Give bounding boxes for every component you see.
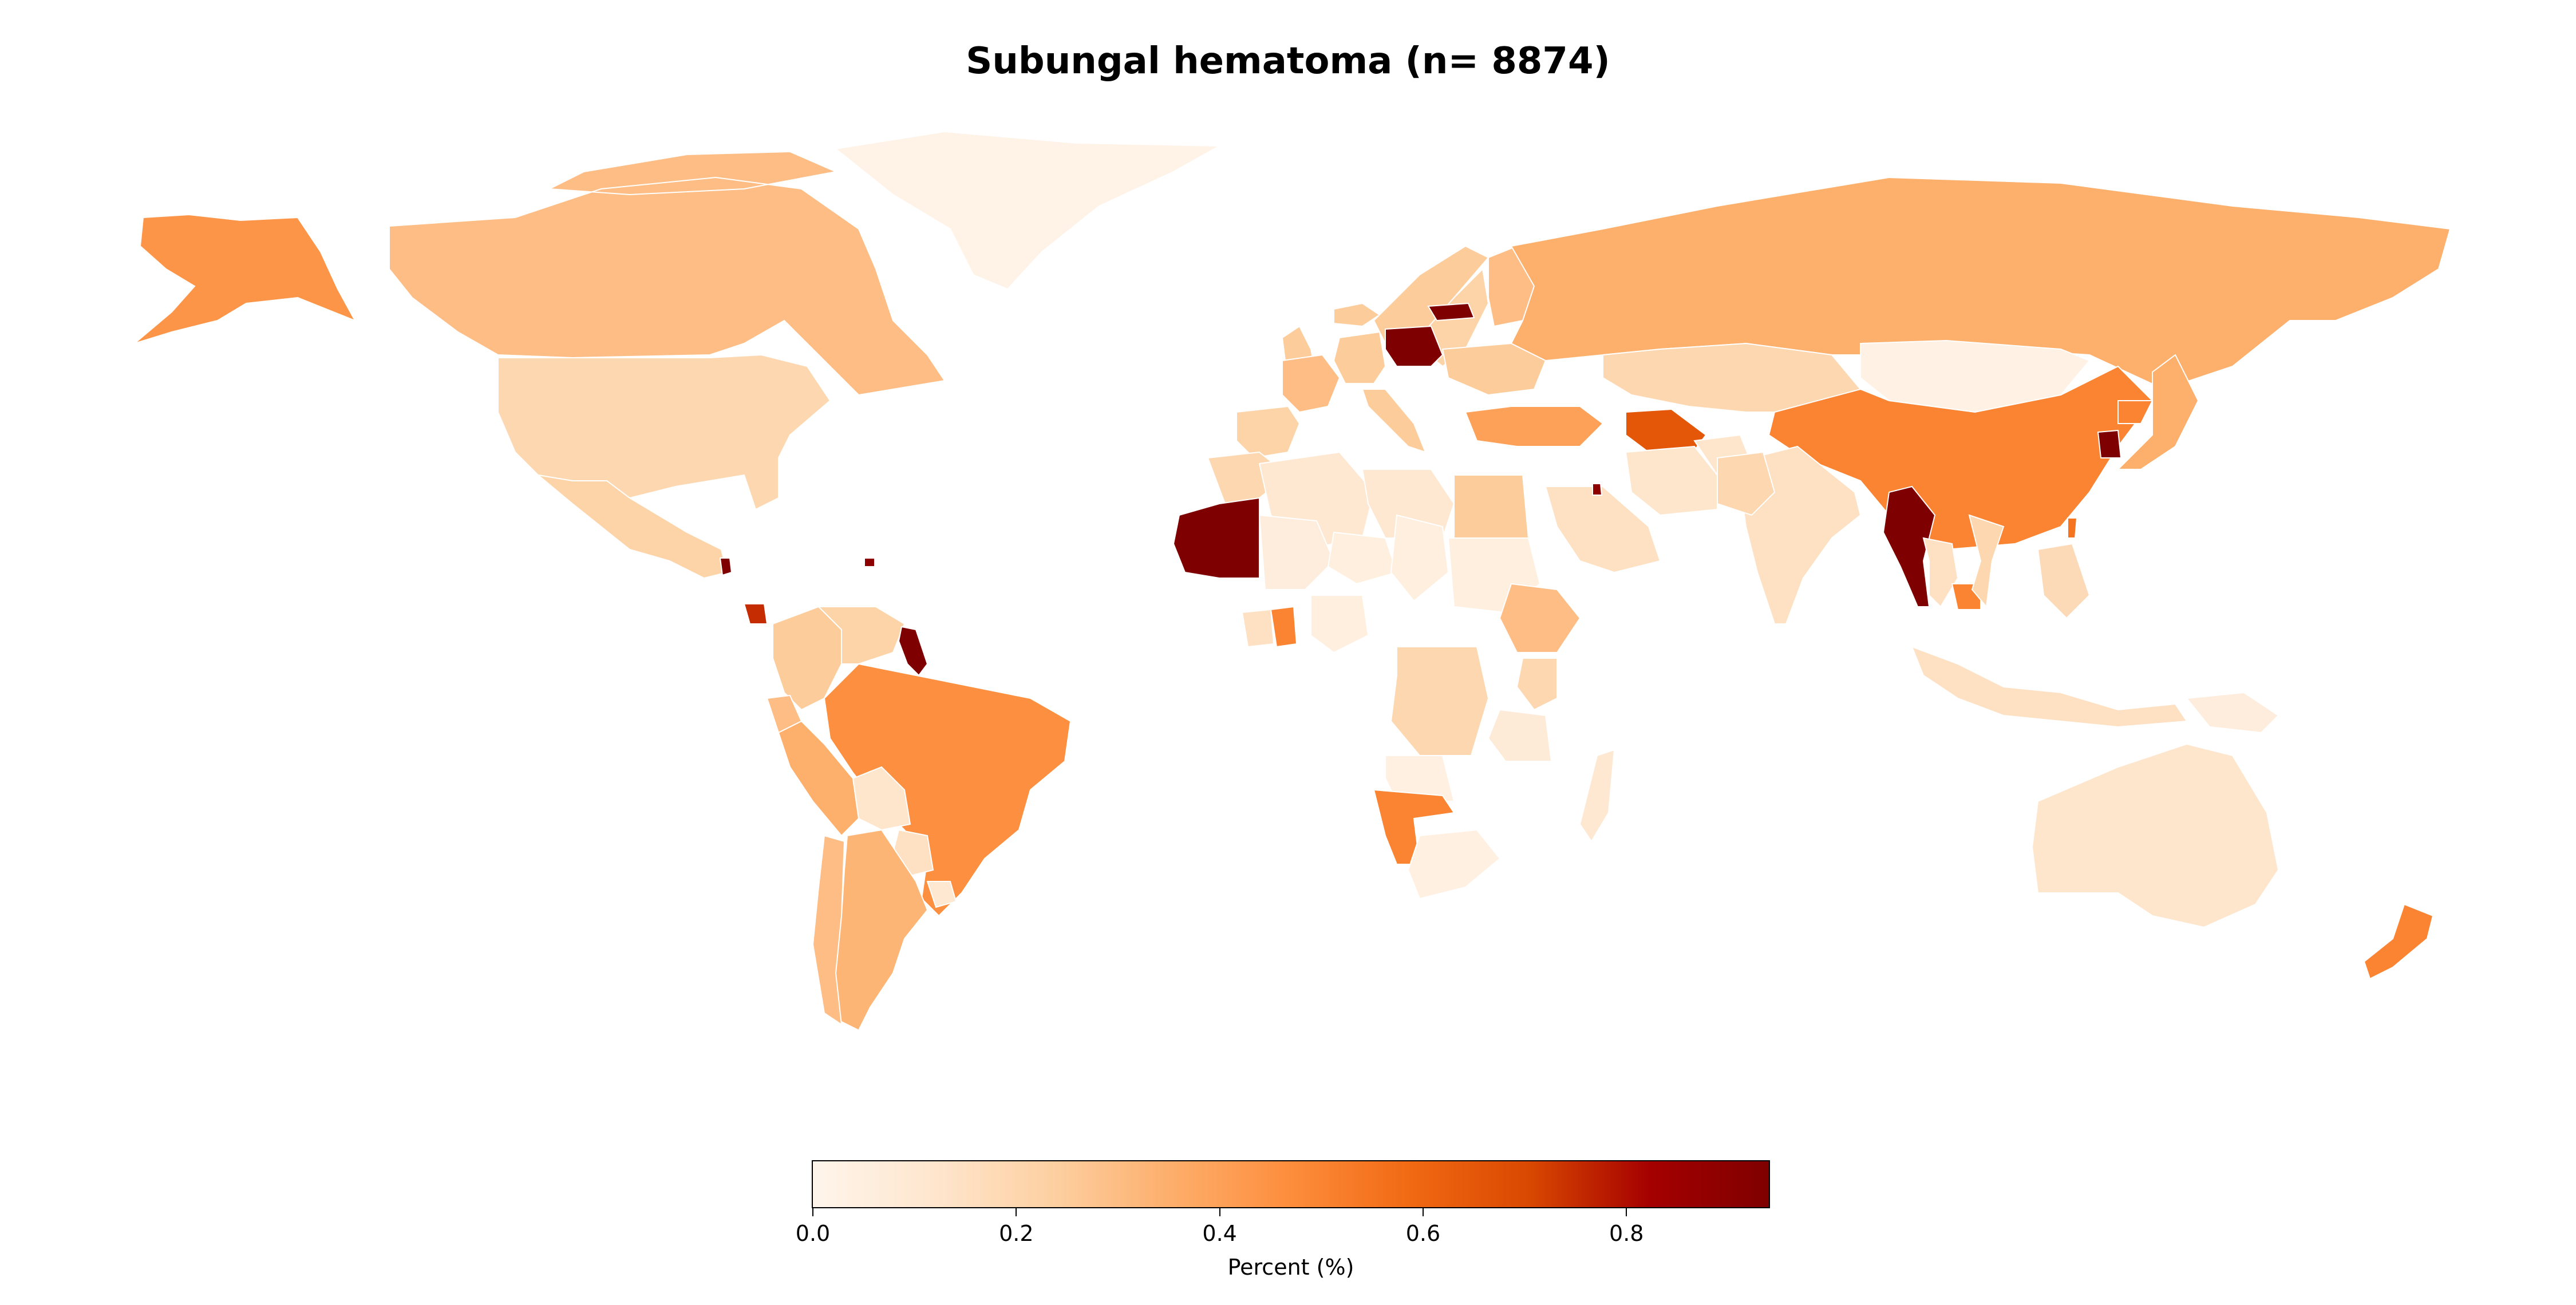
country-japan — [2116, 354, 2199, 470]
country-new-zealand — [2363, 903, 2434, 980]
country-dominican-republic — [864, 557, 875, 567]
country-egypt — [1453, 474, 1530, 539]
country-united-states — [497, 354, 831, 511]
country-france — [1282, 354, 1341, 413]
country-c-te-d-ivoire — [1241, 608, 1275, 648]
country-vietnam — [1968, 514, 2005, 608]
country-guyana — [898, 626, 929, 677]
country-iceland — [1333, 302, 1381, 327]
colorbar-tick-label: 0.6 — [1405, 1221, 1441, 1246]
country-mauritania — [1172, 497, 1260, 579]
country-indonesia — [1911, 646, 2188, 728]
country-spain — [1236, 405, 1301, 459]
country-thailand — [1922, 537, 1959, 608]
country-north-korea — [2117, 400, 2154, 424]
country-poland — [1385, 325, 1444, 367]
country-chad — [1390, 514, 1449, 602]
colorbar-tick — [1219, 1208, 1220, 1216]
country-greenland — [834, 130, 1222, 290]
country-dr-congo — [1390, 646, 1490, 756]
country-ethiopia — [1499, 583, 1581, 653]
country-madagascar — [1579, 749, 1615, 843]
country-canada — [389, 151, 946, 396]
country-venezuela — [817, 606, 906, 665]
country-taiwan — [2067, 517, 2078, 539]
colorbar-tick — [812, 1208, 813, 1216]
country-saudi-arabia — [1544, 486, 1661, 574]
country-germany — [1333, 331, 1386, 384]
country-uruguay — [926, 881, 957, 908]
country-pakistan — [1717, 451, 1776, 516]
country-myanmar — [1882, 485, 1936, 607]
country-nigeria — [1310, 595, 1369, 654]
colorbar-label: Percent (%) — [1227, 1255, 1354, 1280]
country-costa-rica — [743, 603, 768, 624]
colorbar-tick — [1626, 1208, 1627, 1216]
country-layer — [134, 130, 2451, 1031]
country-bolivia — [852, 766, 911, 831]
country-south-africa — [1407, 829, 1501, 900]
country-australia — [2031, 743, 2279, 928]
country-philippines — [2037, 543, 2091, 619]
country-alaska — [134, 213, 357, 344]
country-guatemala — [719, 557, 733, 576]
colorbar-tick-label: 0.0 — [795, 1221, 831, 1246]
colorbar-tick-label: 0.4 — [1202, 1221, 1237, 1246]
country-italy — [1361, 389, 1427, 453]
country-papua-new-guinea — [2186, 691, 2279, 734]
country-turkey — [1464, 406, 1604, 447]
country-kenya — [1516, 658, 1558, 711]
map-title: Subungal hematoma (n= 8874) — [966, 40, 1610, 82]
country-niger — [1327, 531, 1398, 585]
country-china — [1768, 365, 2154, 551]
country-tanzania — [1487, 709, 1552, 762]
country-russia — [1510, 176, 2451, 390]
colorbar-tick-label: 0.2 — [999, 1221, 1034, 1246]
country-mali — [1258, 514, 1335, 590]
colorbar-tick-label: 0.8 — [1609, 1221, 1644, 1246]
country-south-korea — [2097, 429, 2122, 458]
colorbar-tick — [1016, 1208, 1017, 1216]
country-ghana — [1270, 606, 1298, 648]
colorbar-gradient — [812, 1160, 1770, 1208]
country-chile — [812, 835, 846, 1026]
country-namibia — [1373, 789, 1455, 865]
country-lithuania — [1427, 302, 1475, 322]
colorbar — [812, 1160, 1770, 1208]
colorbar-tick — [1422, 1208, 1424, 1216]
country-iran — [1625, 445, 1718, 516]
country-jordan — [1592, 483, 1603, 496]
